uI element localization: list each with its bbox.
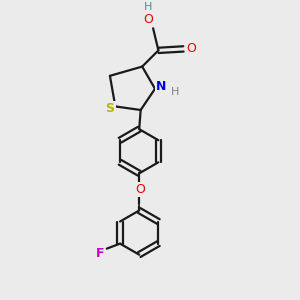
Text: H: H	[171, 87, 179, 97]
Text: O: O	[135, 183, 145, 196]
Text: O: O	[186, 42, 196, 56]
Text: N: N	[156, 80, 167, 94]
Text: F: F	[95, 248, 104, 260]
Text: S: S	[106, 102, 115, 115]
Text: O: O	[143, 13, 153, 26]
Text: H: H	[144, 2, 152, 12]
